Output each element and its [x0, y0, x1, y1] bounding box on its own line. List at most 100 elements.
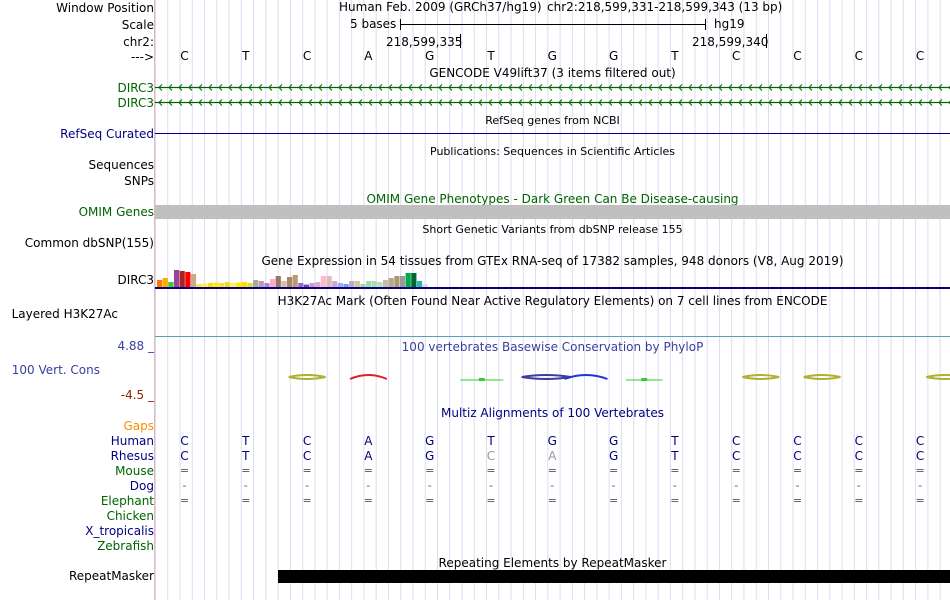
gtex-tissue-bar[interactable]	[173, 270, 180, 287]
gtex-track-label[interactable]: DIRC3	[117, 273, 154, 287]
gtex-tissue-bar[interactable]	[366, 281, 372, 287]
strand-chevron	[678, 99, 683, 106]
gtex-tissue-bar[interactable]	[213, 282, 219, 287]
phylop-score-glyph	[742, 374, 780, 380]
gtex-tissue-bar[interactable]	[377, 282, 383, 287]
chrom-label: chr2:	[123, 35, 154, 49]
strand-chevron	[418, 99, 423, 106]
alignment-mouse-base: =	[547, 464, 557, 477]
gtex-tissue-bar[interactable]	[422, 284, 428, 287]
gtex-tissue-bar[interactable]	[275, 276, 281, 287]
gtex-tissue-bar[interactable]	[360, 284, 366, 287]
strand-chevron	[248, 84, 253, 91]
alignment-rhesus-base: G	[425, 449, 435, 463]
gtex-tissue-bar[interactable]	[185, 272, 191, 287]
refseq-track-label[interactable]: RefSeq Curated	[60, 127, 154, 141]
alignment-elephant-base: =	[915, 494, 925, 507]
species-label-zebrafish[interactable]: Zebrafish	[97, 539, 154, 553]
species-label-human[interactable]: Human	[110, 434, 154, 448]
gencode-gene-features[interactable]	[155, 80, 950, 110]
gtex-tissue-bar[interactable]	[207, 283, 214, 287]
gtex-tissue-bar[interactable]	[411, 273, 417, 287]
gtex-tissue-bar[interactable]	[202, 283, 208, 287]
strand-chevron	[798, 99, 803, 106]
species-label-rhesus[interactable]: Rhesus	[110, 449, 154, 463]
gtex-tissue-bar[interactable]	[337, 283, 343, 287]
gtex-tissue-bar[interactable]	[320, 276, 327, 287]
gtex-tissue-bar[interactable]	[270, 279, 276, 287]
gtex-tissue-bar[interactable]	[286, 277, 293, 287]
h3k27ac-track-title: H3K27Ac Mark (Often Found Near Active Re…	[277, 294, 828, 308]
species-label-chicken[interactable]: Chicken	[106, 509, 154, 523]
gtex-tissue-bar[interactable]	[196, 284, 202, 287]
gtex-tissue-bar[interactable]	[230, 283, 236, 287]
gtex-tissue-bar[interactable]	[394, 276, 400, 287]
h3k27ac-track-label[interactable]: Layered H3K27Ac	[11, 307, 118, 321]
gtex-tissue-bar[interactable]	[354, 281, 360, 287]
track-image[interactable]: Human Feb. 2009 (GRCh37/hg19) chr2:218,5…	[155, 0, 950, 600]
omim-track-label[interactable]: OMIM Genes	[78, 205, 154, 219]
gtex-tissue-bar[interactable]	[264, 283, 270, 287]
repeatmasker-track-label[interactable]: RepeatMasker	[68, 569, 154, 583]
gtex-tissue-bar[interactable]	[349, 281, 355, 287]
alignment-rhesus-base: C	[302, 449, 312, 463]
gtex-tissue-bar[interactable]	[281, 281, 287, 287]
gtex-tissue-bar[interactable]	[343, 284, 349, 287]
refseq-gene-line[interactable]	[155, 133, 950, 134]
gtex-tissue-bar[interactable]	[292, 275, 298, 287]
alignment-dog-base: -	[918, 479, 923, 492]
gtex-tissue-bar[interactable]	[241, 282, 247, 287]
gtex-tissue-bar[interactable]	[162, 278, 168, 287]
gtex-tissue-bar[interactable]	[326, 276, 332, 287]
strand-chevron	[758, 84, 763, 91]
dirc3-track-label-2[interactable]: DIRC3	[117, 96, 154, 110]
species-label-dog[interactable]: Dog	[129, 479, 154, 493]
gtex-tissue-bar[interactable]	[309, 283, 315, 287]
gtex-tissue-bar[interactable]	[253, 280, 259, 287]
dbsnp-track-label[interactable]: Common dbSNP(155)	[24, 236, 154, 250]
repeatmasker-element[interactable]	[278, 570, 950, 583]
gtex-tissue-bar[interactable]	[315, 282, 321, 287]
gtex-tissue-bar[interactable]	[168, 282, 174, 287]
phylop-conservation-plot[interactable]	[155, 360, 950, 400]
strand-chevron	[288, 99, 293, 106]
strand-chevron	[168, 99, 173, 106]
gtex-tissue-bar[interactable]	[371, 281, 377, 287]
phylop-track-title: 100 vertebrates Basewise Conservation by…	[401, 340, 704, 354]
strand-chevron	[318, 84, 323, 91]
sequences-track-label[interactable]: Sequences	[88, 158, 154, 172]
gtex-tissue-bar[interactable]	[247, 283, 253, 287]
gtex-tissue-bar[interactable]	[383, 280, 389, 287]
strand-chevron	[858, 84, 863, 91]
gtex-tissue-bar[interactable]	[219, 283, 225, 287]
gtex-tissue-bar[interactable]	[416, 281, 423, 287]
snps-track-label[interactable]: SNPs	[124, 174, 154, 188]
strand-chevron	[498, 99, 503, 106]
strand-chevron	[458, 99, 463, 106]
species-label-elephant[interactable]: Elephant	[100, 494, 154, 508]
phylop-track-label[interactable]: 100 Vert. Cons	[11, 363, 100, 377]
alignment-dog-base: -	[856, 479, 861, 492]
alignment-mouse-base: =	[241, 464, 251, 477]
dirc3-track-label-1[interactable]: DIRC3	[117, 81, 154, 95]
species-label-x_tropicalis[interactable]: X_tropicalis	[85, 524, 154, 538]
omim-gene-bar[interactable]	[155, 205, 950, 219]
gtex-tissue-bar[interactable]	[405, 273, 411, 287]
gtex-tissue-bar[interactable]	[332, 281, 338, 287]
strand-chevron	[468, 84, 473, 91]
gtex-tissue-bar[interactable]	[258, 281, 264, 287]
species-label-mouse[interactable]: Mouse	[115, 464, 154, 478]
gtex-tissue-bar[interactable]	[303, 284, 310, 287]
gtex-tissue-bar[interactable]	[399, 276, 406, 287]
gtex-tissue-bar[interactable]	[388, 278, 394, 287]
gtex-tissue-bar[interactable]	[157, 280, 163, 287]
alignment-mouse-base: =	[425, 464, 435, 477]
alignment-rhesus-base: A	[548, 449, 557, 463]
strand-chevron	[688, 99, 693, 106]
gtex-tissue-bar[interactable]	[298, 283, 304, 287]
gtex-tissue-bar[interactable]	[236, 282, 242, 287]
gtex-expression-bars[interactable]	[155, 266, 950, 288]
gtex-tissue-bar[interactable]	[179, 271, 185, 287]
gtex-tissue-bar[interactable]	[190, 274, 197, 287]
gtex-tissue-bar[interactable]	[224, 282, 230, 287]
